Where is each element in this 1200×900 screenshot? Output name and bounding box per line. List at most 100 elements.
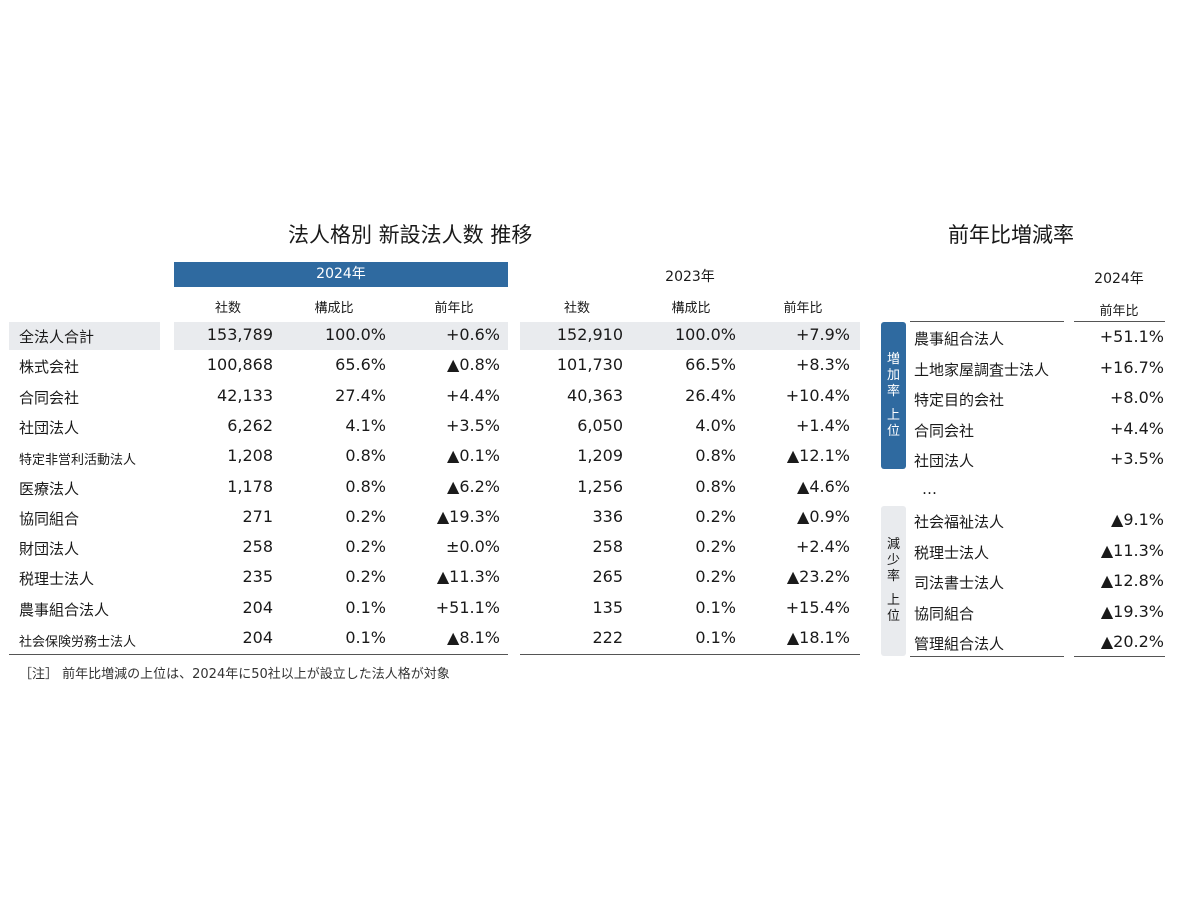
col-header-count-2023: 社数: [563, 301, 590, 316]
cell-count-2024: 258: [242, 537, 273, 557]
cell-yoy-2024: ▲8.1%: [447, 628, 500, 647]
side-row-value: ▲20.2%: [1100, 632, 1164, 651]
side-row-value: ▲11.3%: [1100, 540, 1164, 560]
tab-char: 率: [886, 383, 900, 399]
tab-char: 上: [886, 407, 900, 423]
cell-yoy-2024: ±0.0%: [445, 537, 500, 557]
row-label: 全法人合計: [19, 328, 95, 346]
row-label: 特定非営利活動法人: [19, 453, 137, 469]
cell-count-2023: 1,209: [577, 446, 623, 466]
side-row-label: 農事組合法人: [914, 330, 1005, 348]
year-2023-header: 2023年: [665, 269, 715, 285]
col-header-share-2023: 構成比: [671, 301, 711, 316]
cell-count-2023: 135: [592, 597, 623, 617]
row-label: 社会保険労務士法人: [19, 635, 137, 650]
side-top-rule-label: [910, 321, 1064, 322]
side-row-label: 社会福祉法人: [914, 513, 1005, 531]
cell-share-2023: 0.2%: [695, 506, 736, 526]
cell-count-2023: 336: [592, 506, 623, 526]
cell-yoy-2024: +0.6%: [445, 325, 500, 344]
cell-count-2023: 40,363: [567, 385, 623, 405]
tab-char: 位: [886, 423, 900, 439]
side-row-label: 社団法人: [914, 452, 975, 470]
cell-share-2024: 0.2%: [345, 537, 386, 557]
tab-char: 加: [886, 367, 900, 383]
side-row-value: ▲19.3%: [1100, 601, 1164, 621]
cell-share-2024: 0.2%: [345, 506, 386, 526]
side-bottom-rule-label: [910, 656, 1064, 657]
cell-share-2023: 4.0%: [695, 415, 736, 435]
cell-yoy-2023: +10.4%: [785, 385, 850, 405]
table-2023-bottom-rule: [520, 654, 860, 655]
cell-yoy-2023: ▲4.6%: [797, 476, 850, 496]
cell-yoy-2023: ▲0.9%: [797, 506, 850, 526]
cell-yoy-2024: ▲0.8%: [447, 355, 500, 375]
cell-count-2023: 152,910: [556, 325, 623, 344]
side-row-value: +3.5%: [1109, 449, 1164, 468]
cell-count-2024: 235: [242, 567, 273, 587]
ellipsis: …: [922, 480, 937, 498]
cell-yoy-2024: +4.4%: [445, 385, 500, 405]
cell-share-2023: 26.4%: [685, 385, 736, 405]
side-top-rule-value: [1074, 321, 1165, 322]
cell-yoy-2024: ▲0.1%: [447, 446, 500, 466]
cell-share-2024: 4.1%: [345, 415, 386, 435]
cell-count-2024: 153,789: [206, 325, 273, 344]
cell-yoy-2023: ▲12.1%: [786, 446, 850, 466]
row-label: 農事組合法人: [19, 600, 110, 619]
cell-count-2023: 258: [592, 537, 623, 557]
cell-count-2023: 222: [592, 628, 623, 647]
cell-yoy-2023: ▲23.2%: [786, 567, 850, 587]
tab-char: 位: [886, 609, 900, 624]
side-row-value: +8.0%: [1109, 388, 1164, 407]
side-col-header: 前年比: [1099, 304, 1139, 319]
cell-count-2024: 1,208: [227, 446, 273, 466]
cell-share-2024: 0.8%: [345, 476, 386, 496]
cell-yoy-2024: ▲19.3%: [436, 506, 500, 526]
cell-share-2024: 65.6%: [335, 355, 386, 375]
side-row-label: 合同会社: [914, 421, 975, 440]
col-header-yoy-2023: 前年比: [783, 301, 823, 316]
cell-yoy-2023: +1.4%: [795, 415, 850, 435]
row-label: 財団法人: [19, 540, 80, 559]
cell-share-2024: 0.8%: [345, 446, 386, 466]
decrease-top-tab: 減少率上位: [881, 506, 906, 656]
cell-count-2024: 6,262: [227, 415, 273, 435]
cell-yoy-2024: +51.1%: [435, 597, 500, 617]
cell-count-2023: 1,256: [577, 476, 623, 496]
side-row-value: +16.7%: [1099, 357, 1164, 377]
year-2024-header: 2024年: [174, 262, 508, 287]
cell-count-2023: 101,730: [556, 355, 623, 375]
cell-yoy-2023: +15.4%: [785, 597, 850, 617]
cell-count-2023: 265: [592, 567, 623, 587]
row-label: 医療法人: [19, 479, 80, 498]
row-label: 協同組合: [19, 509, 80, 528]
table-title: 法人格別 新設法人数 推移: [288, 223, 533, 247]
side-row-label: 管理組合法人: [914, 635, 1005, 653]
increase-top-tab: 増加率上位: [881, 322, 906, 469]
tab-char: 率: [886, 569, 900, 584]
tab-char: 減: [886, 537, 900, 552]
side-table-title: 前年比増減率: [948, 223, 1074, 247]
side-row-label: 協同組合: [914, 604, 975, 623]
side-row-value: ▲9.1%: [1111, 510, 1164, 529]
side-row-label: 特定目的会社: [914, 391, 1005, 409]
side-row-label: 司法書士法人: [914, 574, 1005, 592]
cell-share-2023: 0.2%: [695, 537, 736, 557]
cell-share-2023: 66.5%: [685, 355, 736, 375]
total-row-2024-bg: [174, 322, 508, 350]
col-header-yoy-2024: 前年比: [434, 301, 474, 316]
cell-share-2024: 27.4%: [335, 385, 386, 405]
cell-count-2024: 1,178: [227, 476, 273, 496]
row-label: 税理士法人: [19, 570, 95, 589]
table-2024-bottom-rule: [9, 654, 508, 655]
cell-share-2024: 0.1%: [345, 597, 386, 617]
cell-yoy-2023: +7.9%: [795, 325, 850, 344]
cell-share-2024: 0.1%: [345, 628, 386, 647]
side-row-value: +4.4%: [1109, 418, 1164, 438]
cell-share-2023: 0.1%: [695, 597, 736, 617]
cell-share-2023: 0.8%: [695, 476, 736, 496]
cell-yoy-2024: ▲11.3%: [436, 567, 500, 587]
side-row-value: ▲12.8%: [1100, 571, 1164, 590]
cell-yoy-2023: +2.4%: [795, 537, 850, 557]
